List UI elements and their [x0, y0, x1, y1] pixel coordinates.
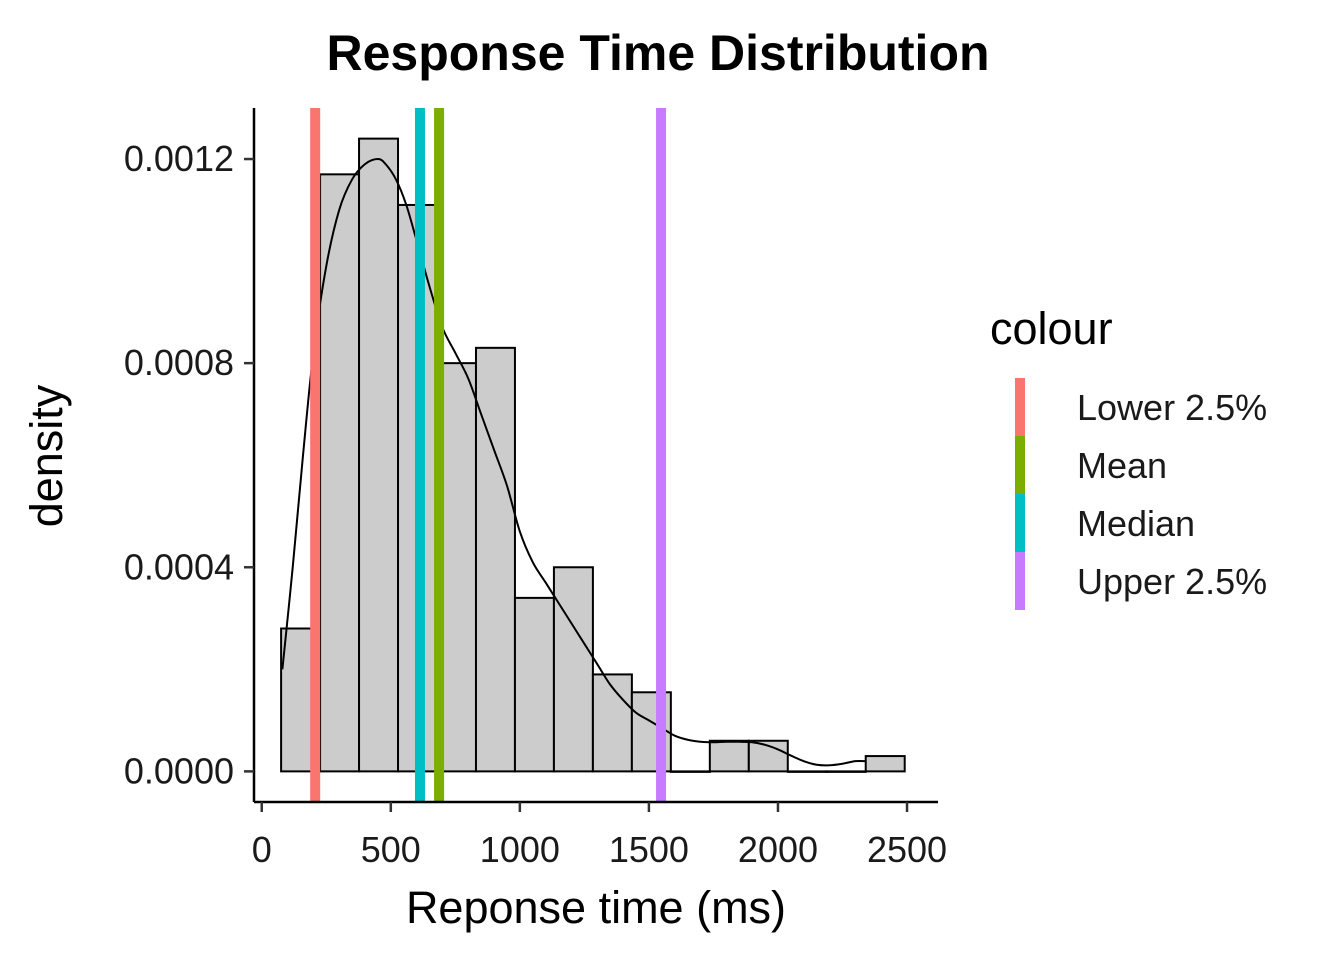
y-tick-label: 0.0000 [124, 750, 234, 791]
histogram-bar [669, 770, 711, 773]
legend-label: Mean [1077, 445, 1167, 486]
histogram-bar [786, 770, 828, 773]
x-ticks: 0 500 1000 1500 2000 2500 [252, 802, 947, 870]
y-axis-title: density [21, 384, 72, 527]
y-ticks: 0.0000 0.0004 0.0008 0.0012 [124, 138, 254, 791]
legend-key [1015, 494, 1025, 552]
density-curve [281, 158, 866, 767]
histogram-bar [708, 739, 750, 773]
reference-lines [310, 108, 667, 802]
histogram-bar [513, 596, 555, 773]
x-tick-label: 1500 [609, 829, 689, 870]
histogram-bars [280, 137, 906, 773]
histogram-bar [864, 755, 906, 773]
legend-key [1015, 378, 1025, 436]
legend-label: Median [1077, 503, 1195, 544]
y-tick-label: 0.0008 [124, 342, 234, 383]
x-axis-title: Reponse time (ms) [406, 882, 786, 933]
chart-title: Response Time Distribution [326, 25, 989, 81]
histogram-bar [591, 673, 633, 773]
x-tick-label: 2000 [738, 829, 818, 870]
legend-label: Lower 2.5% [1077, 387, 1267, 428]
density-curve-group [281, 158, 866, 767]
y-tick-label: 0.0012 [124, 138, 234, 179]
histogram-bar [825, 770, 867, 773]
histogram-bar [358, 137, 400, 773]
x-tick-label: 1000 [480, 829, 560, 870]
x-tick-label: 2500 [867, 829, 947, 870]
axes [252, 108, 938, 804]
x-tick-label: 500 [361, 829, 421, 870]
legend-key [1015, 436, 1025, 494]
histogram-bar [474, 346, 516, 773]
histogram-bar [552, 566, 594, 773]
legend: colour Lower 2.5% Mean Median Upper 2.5% [990, 303, 1267, 610]
legend-label: Upper 2.5% [1077, 561, 1267, 602]
legend-title: colour [990, 303, 1113, 354]
legend-key [1015, 552, 1025, 610]
y-tick-label: 0.0004 [124, 546, 234, 587]
histogram-bar [319, 173, 361, 773]
x-tick-label: 0 [252, 829, 272, 870]
